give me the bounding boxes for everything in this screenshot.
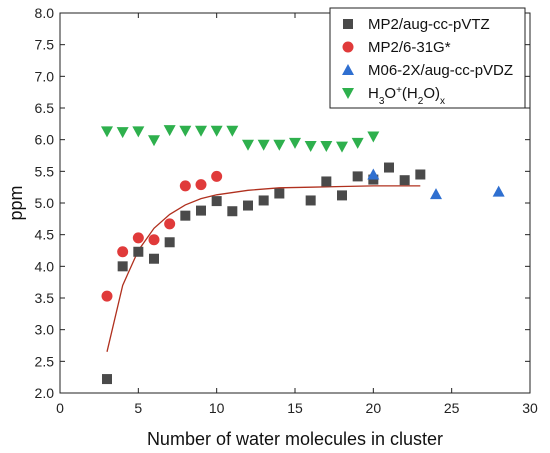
data-point-series-4 xyxy=(132,126,145,138)
data-point-series-4 xyxy=(116,127,129,139)
y-tick-label: 3.0 xyxy=(35,322,55,338)
fit-curve-layer xyxy=(106,185,421,352)
y-tick-label: 7.5 xyxy=(35,37,55,53)
fit-curve xyxy=(106,185,421,352)
data-point-series-1 xyxy=(384,162,394,173)
x-tick-label: 10 xyxy=(209,400,225,416)
data-point-series-4 xyxy=(289,137,301,149)
legend: MP2/aug-cc-pVTZ MP2/6-31G* M06-2X/aug-cc-p… xyxy=(329,7,526,109)
data-point-series-4 xyxy=(273,139,286,151)
data-point-series-1 xyxy=(243,200,253,211)
data-point-series-4 xyxy=(101,126,113,138)
x-tick-label: 20 xyxy=(366,400,382,416)
data-point-series-2 xyxy=(101,290,113,302)
y-tick-label: 5.5 xyxy=(35,163,55,179)
y-tick-label: 8.0 xyxy=(35,5,55,21)
data-point-series-4 xyxy=(257,139,270,151)
data-point-series-1 xyxy=(117,261,128,272)
data-point-series-2 xyxy=(148,234,160,246)
axes-layer: 0 5 10 15 20 25 30 2.0 2.5 3.0 3.5 4.0 4.5 5.0 5.5 6.0 6… xyxy=(35,5,538,416)
legend-label-3: M06-2X/aug-cc-pVDZ xyxy=(368,62,513,79)
data-point-series-2 xyxy=(195,179,207,191)
y-tick-label: 4.0 xyxy=(35,258,55,274)
data-point-series-1 xyxy=(258,195,269,206)
data-point-series-2 xyxy=(117,246,129,258)
data-point-series-4 xyxy=(242,139,254,151)
data-point-series-1 xyxy=(415,169,426,180)
data-point-series-1 xyxy=(305,195,316,206)
data-point-series-2 xyxy=(211,170,223,182)
data-point-series-1 xyxy=(196,205,206,216)
data-point-series-1 xyxy=(149,253,159,264)
legend-box xyxy=(329,7,526,109)
x-tick-label: 15 xyxy=(287,400,303,416)
data-point-series-4 xyxy=(163,125,176,137)
data-points-layer xyxy=(101,125,505,385)
y-tick-label: 6.0 xyxy=(35,132,55,148)
legend-marker-4 xyxy=(342,88,354,99)
data-point-series-1 xyxy=(399,175,410,186)
data-point-series-4 xyxy=(336,141,348,153)
y-tick-label: 5.0 xyxy=(35,195,55,211)
data-point-series-2 xyxy=(179,180,191,192)
data-point-series-1 xyxy=(133,246,144,257)
data-point-series-1 xyxy=(102,374,112,385)
data-point-series-1 xyxy=(180,210,191,221)
data-point-series-3 xyxy=(430,188,442,200)
data-point-series-4 xyxy=(351,137,364,149)
data-point-series-4 xyxy=(367,131,380,143)
y-tick-label: 4.5 xyxy=(35,227,55,243)
y-tick-label: 7.0 xyxy=(35,68,55,84)
x-tick-label: 0 xyxy=(56,400,64,416)
legend-marker-2 xyxy=(342,41,354,53)
data-point-series-4 xyxy=(179,125,192,137)
data-point-series-4 xyxy=(304,141,317,152)
y-tick-label: 3.5 xyxy=(35,290,55,306)
data-point-series-4 xyxy=(226,125,239,137)
x-tick-label: 5 xyxy=(134,400,142,416)
data-point-series-4 xyxy=(320,141,333,152)
y-axis-title: ppm xyxy=(6,185,26,220)
data-point-series-1 xyxy=(321,176,332,187)
y-tick-label: 2.0 xyxy=(35,385,55,401)
legend-label-1: MP2/aug-cc-pVTZ xyxy=(368,16,490,33)
legend-marker-1 xyxy=(343,19,353,29)
data-point-series-1 xyxy=(274,188,285,199)
data-point-series-2 xyxy=(164,218,176,230)
data-point-series-1 xyxy=(337,190,347,201)
legend-label-2: MP2/6-31G* xyxy=(368,39,451,56)
legend-label-4: H3O+(H2O)x xyxy=(368,85,445,107)
x-tick-label: 30 xyxy=(522,400,538,416)
legend-marker-3 xyxy=(342,64,354,75)
data-point-series-1 xyxy=(164,237,175,248)
x-axis-title: Number of water molecules in cluster xyxy=(147,429,443,449)
data-point-series-4 xyxy=(148,135,160,147)
data-point-series-4 xyxy=(210,125,223,137)
data-point-series-4 xyxy=(195,125,207,137)
data-point-series-3 xyxy=(492,185,505,197)
data-point-series-1 xyxy=(211,196,222,207)
data-point-series-1 xyxy=(368,174,379,185)
x-tick-label: 25 xyxy=(444,400,460,416)
data-point-series-1 xyxy=(227,206,238,217)
data-point-series-2 xyxy=(132,232,144,244)
data-point-series-1 xyxy=(352,171,363,182)
data-point-series-3 xyxy=(367,168,380,180)
y-tick-label: 6.5 xyxy=(35,100,55,116)
y-tick-label: 2.5 xyxy=(35,353,55,369)
